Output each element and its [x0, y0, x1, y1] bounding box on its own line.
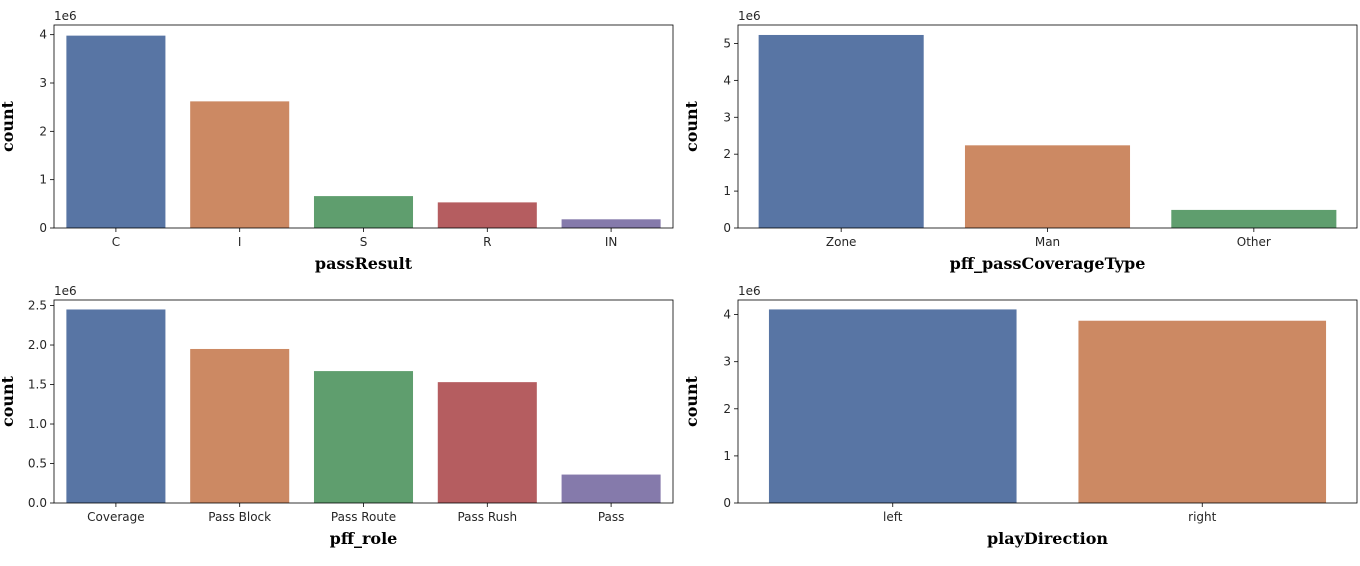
- bar-left: [768, 309, 1017, 503]
- y-tick-label: 1: [723, 449, 731, 463]
- bar-other: [1171, 209, 1337, 228]
- x-tick-label-c: C: [112, 235, 120, 249]
- x-tick-label-r: R: [483, 235, 491, 249]
- y-axis-title: count: [0, 100, 17, 152]
- y-offset-label: 1e6: [54, 284, 77, 298]
- bar-man: [964, 145, 1131, 228]
- x-tick-label-coverage: Coverage: [87, 510, 145, 524]
- y-tick-label: 3: [39, 76, 47, 90]
- x-tick-label-zone: Zone: [826, 235, 857, 249]
- x-tick-label-s: S: [360, 235, 368, 249]
- y-tick-label: 3: [723, 110, 731, 124]
- x-tick-label-man: Man: [1035, 235, 1060, 249]
- y-offset-label: 1e6: [54, 9, 77, 23]
- bar-i: [190, 101, 290, 228]
- y-tick-label: 0.5: [28, 457, 47, 471]
- y-offset-label: 1e6: [738, 284, 761, 298]
- x-axis-title: passResult: [315, 254, 413, 273]
- y-tick-label: 0: [39, 221, 47, 235]
- subplot-pff-role: Coverage Pass Block Pass Route Pass Rush Pas…: [0, 284, 674, 548]
- x-tick-label-left: left: [883, 510, 903, 524]
- y-tick-label: 5: [723, 36, 731, 50]
- bar-r: [437, 202, 537, 228]
- y-axis-title: count: [0, 375, 17, 427]
- y-tick-label: 1: [39, 173, 47, 187]
- y-tick-label: 2.0: [28, 338, 47, 352]
- bar-right: [1078, 320, 1327, 503]
- y-tick-label: 4: [723, 308, 731, 322]
- x-tick-label-pass-block: Pass Block: [208, 510, 271, 524]
- y-tick-label: 0.0: [28, 496, 47, 510]
- y-offset-label: 1e6: [738, 9, 761, 23]
- y-tick-label: 2: [39, 124, 47, 138]
- y-tick-label: 0: [723, 496, 731, 510]
- y-tick-label: 3: [723, 355, 731, 369]
- bar-pass: [561, 474, 661, 503]
- y-tick-label: 4: [39, 28, 47, 42]
- subplot-pass-coverage-type: Zone Man Other 0 1 2 3 4 5 1e6 pff_passCoverageTyp…: [682, 9, 1358, 273]
- y-tick-label: 2: [723, 402, 731, 416]
- y-tick-label: 1: [723, 184, 731, 198]
- x-axis-title: pff_role: [330, 529, 398, 548]
- bar-s: [313, 196, 414, 228]
- y-tick-label: 2: [723, 147, 731, 161]
- x-tick-label-pass-route: Pass Route: [331, 510, 396, 524]
- y-tick-label: 2.5: [28, 299, 47, 313]
- x-tick-label-pass-rush: Pass Rush: [457, 510, 517, 524]
- bar-c: [66, 35, 166, 229]
- y-tick-label: 4: [723, 73, 731, 87]
- subplot-pass-result: C I S R IN 0 1 2 3 4 1e6 passResult count: [0, 9, 674, 273]
- y-tick-label: 1.5: [28, 378, 47, 392]
- x-tick-label-in: IN: [605, 235, 618, 249]
- subplot-play-direction: left right 0 1 2 3 4 1e6 playDirection count: [682, 284, 1358, 548]
- bar-coverage: [66, 309, 166, 503]
- x-axis-title: pff_passCoverageType: [950, 254, 1146, 273]
- x-tick-label-other: Other: [1237, 235, 1271, 249]
- bar-pass-route: [313, 371, 414, 503]
- y-tick-label: 0: [723, 221, 731, 235]
- bar-pass-block: [190, 348, 290, 503]
- y-tick-label: 1.0: [28, 417, 47, 431]
- x-axis-title: playDirection: [987, 529, 1108, 548]
- plot-frame: [737, 299, 1358, 504]
- y-axis-title: count: [682, 375, 701, 427]
- x-tick-label-right: right: [1188, 510, 1216, 524]
- x-tick-label-pass: Pass: [598, 510, 625, 524]
- bar-pass-rush: [437, 382, 537, 503]
- bar-in: [561, 219, 661, 228]
- bar-zone: [758, 34, 924, 228]
- y-axis-title: count: [682, 100, 701, 152]
- x-tick-label-i: I: [238, 235, 242, 249]
